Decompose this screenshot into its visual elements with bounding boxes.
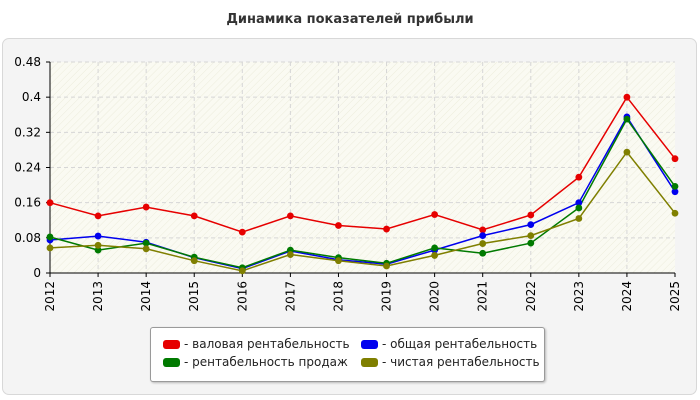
y-tick-label: 0.24 xyxy=(14,161,41,175)
data-point-3-3 xyxy=(190,257,198,265)
data-point-2-12 xyxy=(623,115,631,123)
y-tick-label: 0.32 xyxy=(14,125,41,139)
data-point-3-13 xyxy=(671,209,679,217)
data-point-3-6 xyxy=(335,257,342,265)
data-point-2-8 xyxy=(431,244,439,252)
data-point-1-10 xyxy=(527,221,535,229)
legend-item-sales: - рентабельность продаж xyxy=(163,355,348,369)
legend-label-total: - общая рентабельность xyxy=(382,337,538,351)
series-line-3 xyxy=(49,150,676,272)
x-tick-label: 2022 xyxy=(524,281,538,312)
x-tick-label: 2023 xyxy=(572,281,586,312)
legend-swatch-sales xyxy=(163,357,180,367)
legend-swatch-net xyxy=(361,357,378,367)
data-point-0-4 xyxy=(238,228,246,236)
data-point-3-5 xyxy=(286,251,294,258)
data-point-0-5 xyxy=(286,212,294,220)
y-tick-label: 0.16 xyxy=(14,196,41,210)
legend-label-gross: - валовая рентабельность xyxy=(184,337,350,351)
data-point-0-1 xyxy=(94,212,102,220)
data-point-3-2 xyxy=(142,245,150,253)
data-point-0-3 xyxy=(190,212,198,220)
legend-item-gross: - валовая рентабельность xyxy=(163,337,350,351)
data-point-3-4 xyxy=(238,267,246,275)
chart-title: Динамика показателей прибыли xyxy=(226,12,474,27)
data-point-3-1 xyxy=(94,241,102,249)
data-point-2-13 xyxy=(671,183,679,190)
series-line-2 xyxy=(49,117,676,269)
data-point-0-7 xyxy=(383,225,390,233)
data-point-1-1 xyxy=(94,232,102,240)
y-tick-label: 0 xyxy=(33,266,41,280)
x-tick-label: 2015 xyxy=(187,281,201,312)
x-tick-label: 2016 xyxy=(235,281,249,312)
legend-label-sales: - рентабельность продаж xyxy=(184,355,348,369)
data-point-0-10 xyxy=(527,211,535,219)
data-point-2-1 xyxy=(94,246,102,254)
data-point-1-11 xyxy=(575,199,583,207)
x-tick-label: 2025 xyxy=(668,281,682,312)
data-point-0-8 xyxy=(431,211,439,218)
data-point-1-13 xyxy=(671,188,679,196)
data-point-3-8 xyxy=(431,252,439,259)
data-point-0-0 xyxy=(46,199,54,207)
x-tick-label: 2024 xyxy=(620,281,634,312)
data-point-0-11 xyxy=(575,173,583,181)
data-point-2-11 xyxy=(575,204,583,212)
data-point-0-2 xyxy=(142,203,150,211)
data-point-1-9 xyxy=(479,232,487,240)
x-tick-label: 2014 xyxy=(139,281,153,312)
data-point-3-11 xyxy=(575,215,583,222)
x-tick-label: 2013 xyxy=(91,281,105,312)
data-point-0-6 xyxy=(335,222,342,229)
data-point-3-10 xyxy=(527,232,535,240)
x-tick-label: 2019 xyxy=(380,281,394,312)
data-point-3-9 xyxy=(479,240,487,247)
y-tick-label: 0.08 xyxy=(14,231,41,245)
legend: - валовая рентабельность - общая рентабе… xyxy=(150,327,545,382)
x-tick-label: 2021 xyxy=(476,281,490,312)
data-point-2-2 xyxy=(142,239,150,247)
x-tick-label: 2017 xyxy=(283,281,297,312)
data-point-0-12 xyxy=(623,93,631,101)
x-tick-label: 2018 xyxy=(331,281,345,312)
data-point-0-9 xyxy=(479,226,487,234)
legend-swatch-gross xyxy=(163,339,180,349)
legend-swatch-total xyxy=(361,339,378,349)
y-tick-label: 0.4 xyxy=(22,90,41,104)
legend-item-net: - чистая рентабельность xyxy=(361,355,540,369)
x-tick-label: 2012 xyxy=(43,281,57,312)
data-point-3-0 xyxy=(46,244,54,252)
data-point-2-0 xyxy=(46,233,54,241)
data-point-3-7 xyxy=(383,262,390,270)
data-point-3-12 xyxy=(623,148,631,156)
data-point-2-9 xyxy=(479,249,487,257)
x-tick-label: 2020 xyxy=(428,281,442,312)
series-line-0 xyxy=(49,95,676,233)
data-point-2-10 xyxy=(527,239,535,247)
data-point-0-13 xyxy=(671,155,679,163)
legend-item-total: - общая рентабельность xyxy=(361,337,537,351)
legend-label-net: - чистая рентабельность xyxy=(382,355,540,369)
y-tick-label: 0.48 xyxy=(14,55,41,69)
